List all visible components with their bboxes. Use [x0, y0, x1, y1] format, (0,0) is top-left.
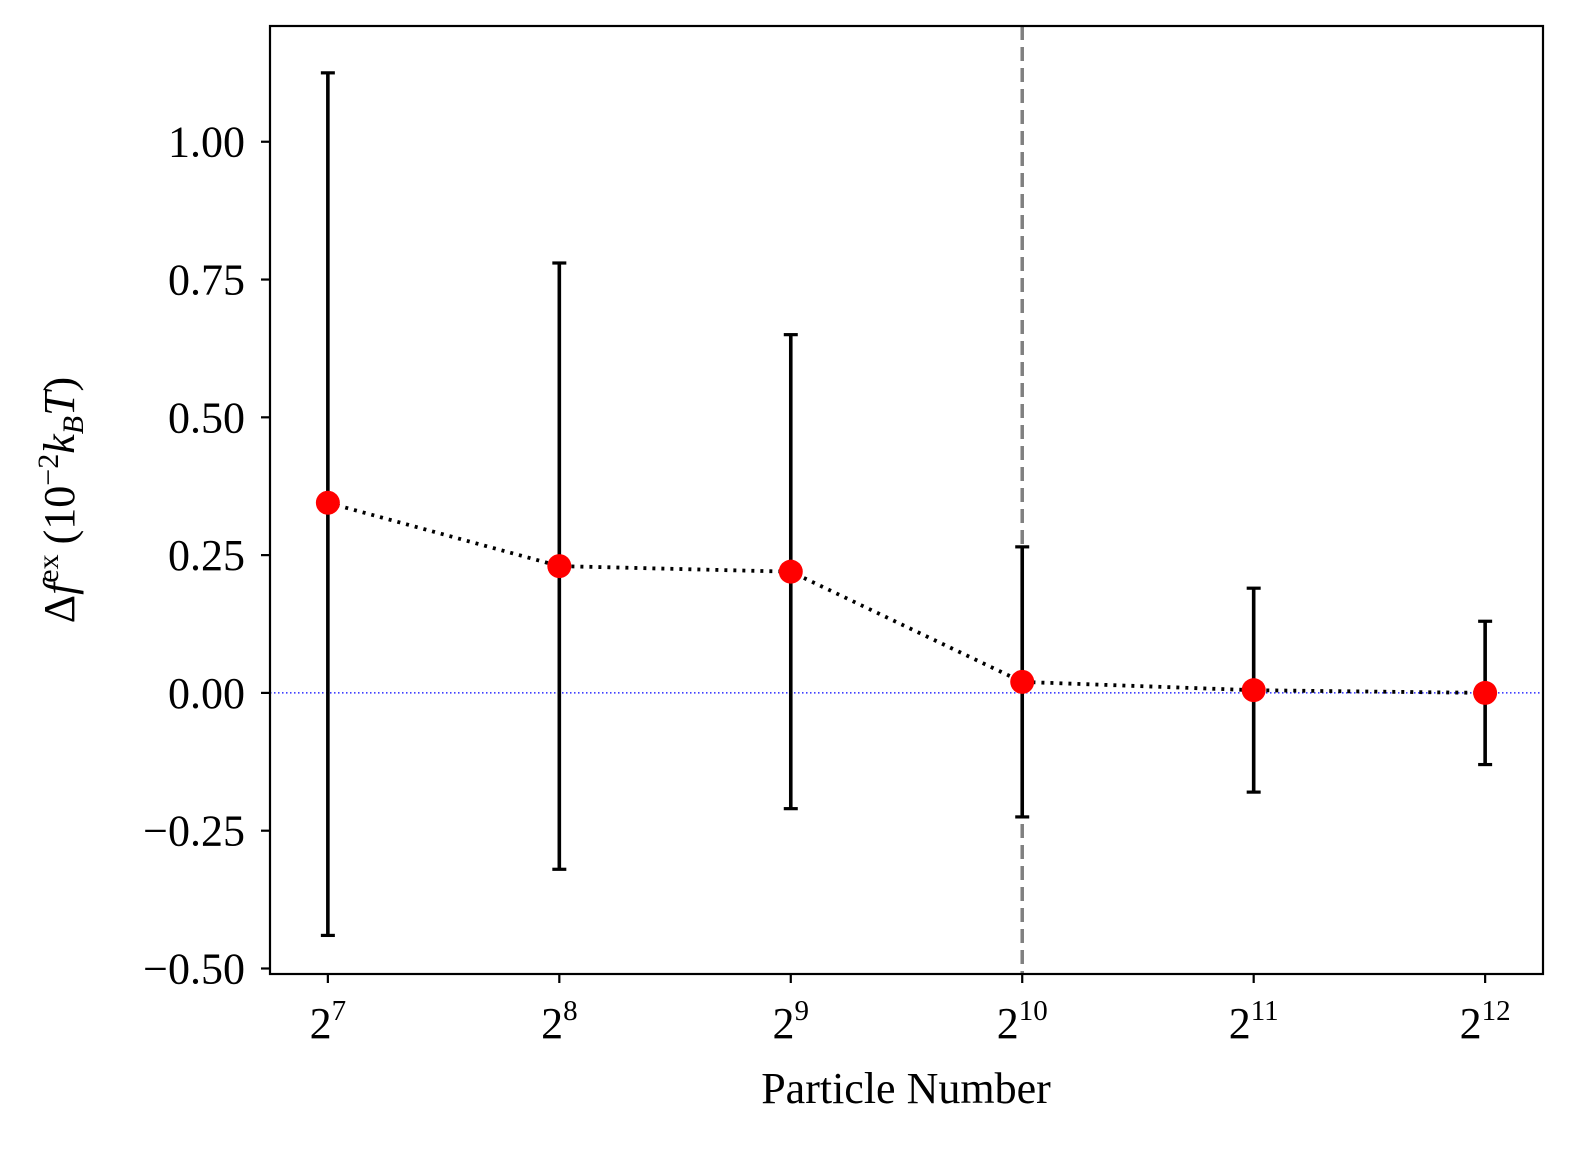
y-tick-label: −0.25	[143, 807, 245, 856]
data-point	[1241, 678, 1266, 703]
x-tick-label: 212	[1460, 995, 1511, 1048]
y-axis-title: Δfex(10−2kBT)	[32, 377, 90, 623]
data-point	[547, 554, 572, 579]
y-tick-label: 0.50	[168, 393, 245, 442]
y-tick-label: 0.25	[168, 531, 245, 580]
x-tick-label: 27	[310, 995, 347, 1048]
x-tick-label: 28	[541, 995, 578, 1048]
data-point	[1010, 669, 1035, 694]
x-tick-label: 211	[1229, 995, 1279, 1048]
data-point	[1473, 680, 1498, 705]
data-point	[778, 559, 803, 584]
data-point	[315, 490, 340, 515]
plot-frame	[268, 24, 1545, 976]
y-tick-label: −0.50	[143, 944, 245, 993]
x-tick-label: 210	[997, 995, 1048, 1048]
y-tick-label: 1.00	[168, 118, 245, 167]
series-line	[327, 500, 1486, 695]
y-tick-label: 0.75	[168, 256, 245, 305]
y-tick-label: 0.00	[168, 669, 245, 718]
x-tick-label: 29	[773, 995, 810, 1048]
plot-background	[270, 26, 1543, 974]
x-axis-title: Particle Number	[761, 1064, 1051, 1113]
